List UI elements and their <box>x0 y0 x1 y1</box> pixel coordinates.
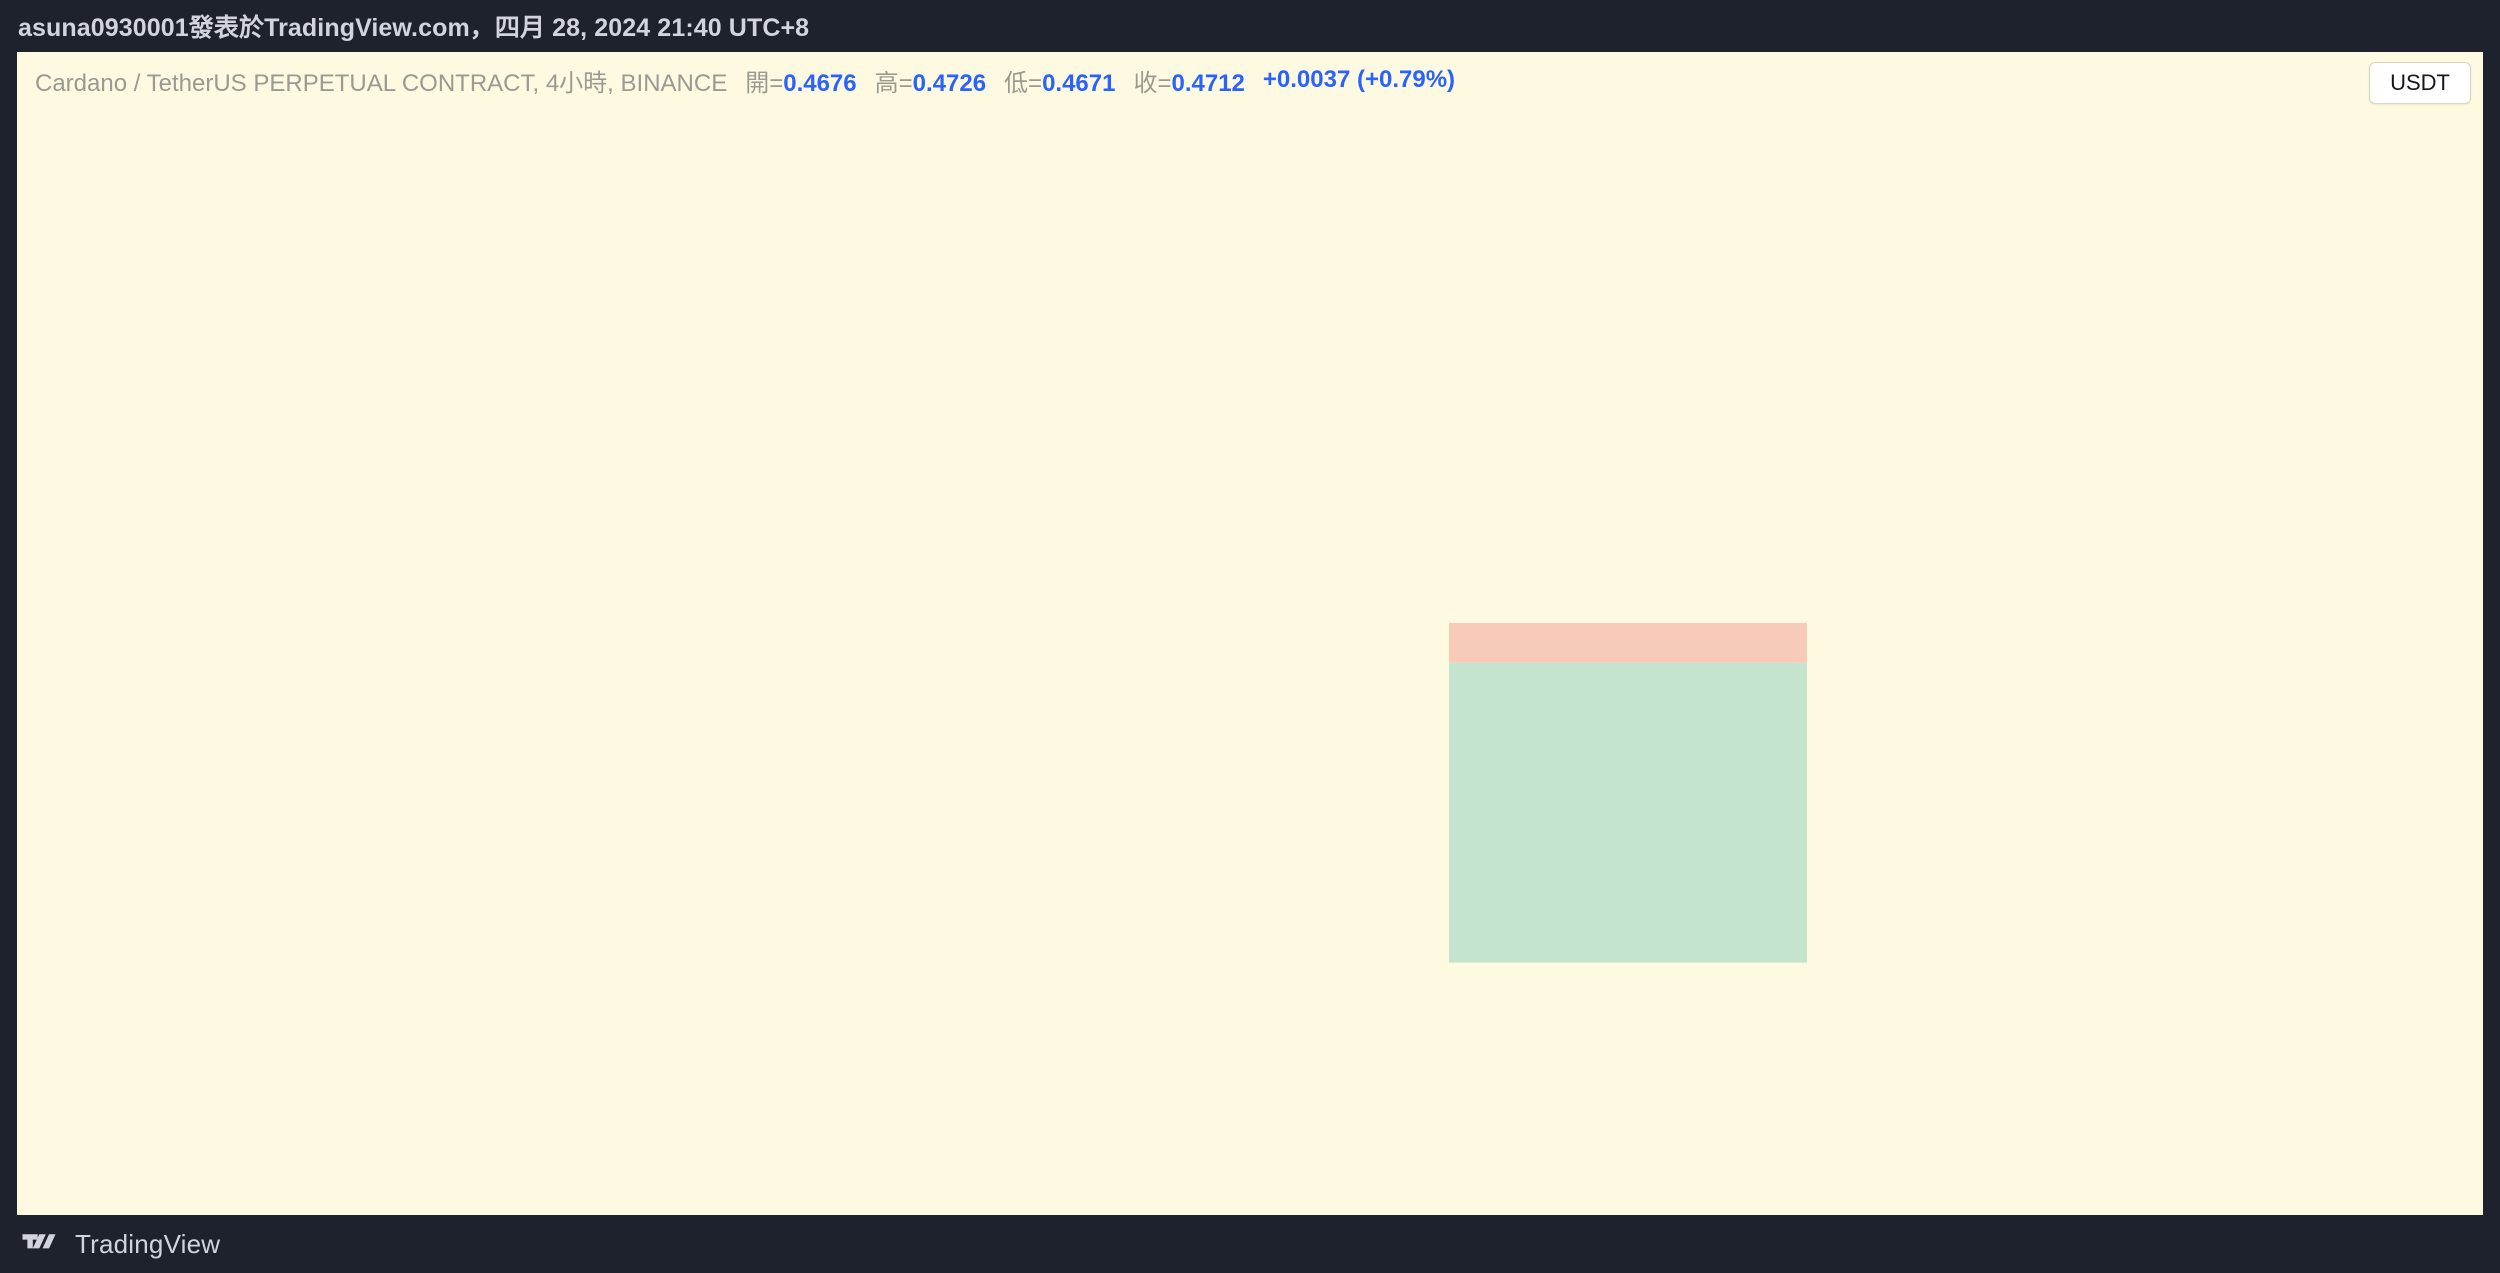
ohlc-open: 開=0.4676 <box>745 63 856 98</box>
low-value: 0.4671 <box>1042 69 1116 97</box>
ohlc-low: 低=0.4671 <box>1004 63 1115 98</box>
open-value: 0.4676 <box>783 69 857 97</box>
tradingview-logo-text: TradingView <box>75 1228 221 1259</box>
attribution-bar: asuna0930001發表於TradingView.com，四月 28, 20… <box>0 0 2500 52</box>
close-label: 收= <box>1133 69 1172 97</box>
ohlc-close: 收=0.4712 <box>1133 63 1244 98</box>
footer-bar: TradingView <box>0 1215 2500 1273</box>
currency-selector[interactable]: USDT <box>2369 62 2471 104</box>
candlestick-svg <box>1449 622 1807 963</box>
price-plot[interactable] <box>17 52 2327 1152</box>
high-label: 高= <box>874 69 913 97</box>
time-axis[interactable] <box>17 1152 2483 1215</box>
open-label: 開= <box>745 69 784 97</box>
fib-premium-zone[interactable] <box>1449 622 1807 663</box>
chart-area[interactable]: Cardano / TetherUS PERPETUAL CONTRACT, 4… <box>17 52 2483 1215</box>
fib-discount-zone[interactable] <box>1449 662 1807 963</box>
close-value: 0.4712 <box>1171 69 1245 97</box>
low-label: 低= <box>1004 69 1043 97</box>
price-axis[interactable] <box>2327 52 2483 1152</box>
tradingview-logo-icon <box>22 1231 62 1257</box>
attribution-text: asuna0930001發表於TradingView.com，四月 28, 20… <box>18 14 810 42</box>
ohlc-high: 高=0.4726 <box>875 63 986 98</box>
chart-legend[interactable]: Cardano / TetherUS PERPETUAL CONTRACT, 4… <box>35 60 1455 100</box>
symbol-title[interactable]: Cardano / TetherUS PERPETUAL CONTRACT, 4… <box>35 69 728 97</box>
high-value: 0.4726 <box>912 69 987 97</box>
price-change: +0.0037 (+0.79%) <box>1262 66 1456 93</box>
